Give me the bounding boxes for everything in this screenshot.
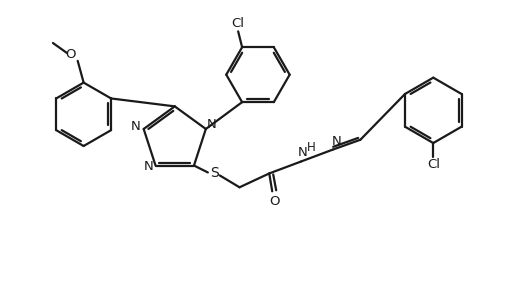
Text: H: H	[306, 141, 315, 154]
Text: O: O	[269, 195, 279, 208]
Text: O: O	[66, 48, 76, 61]
Text: N: N	[131, 121, 141, 133]
Text: N: N	[332, 135, 341, 148]
Text: Cl: Cl	[232, 17, 245, 30]
Text: Cl: Cl	[427, 158, 440, 171]
Text: N: N	[298, 146, 308, 159]
Text: N: N	[144, 160, 153, 173]
Text: N: N	[207, 117, 217, 131]
Text: S: S	[210, 166, 219, 180]
